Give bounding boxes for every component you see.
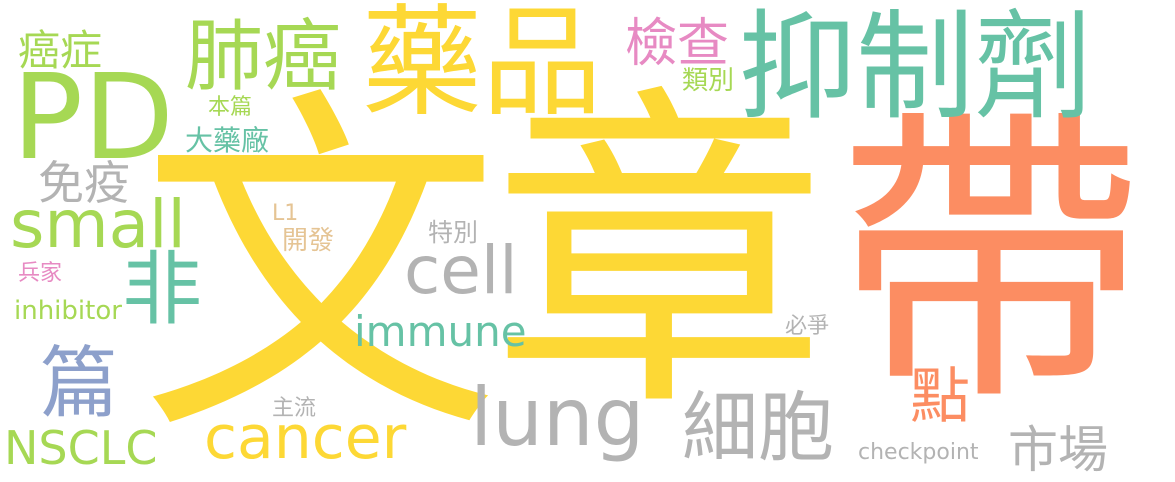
word-checkpoint: checkpoint (858, 440, 979, 465)
word-shichang: 市場 (1008, 421, 1108, 479)
word-dian: 點 (910, 362, 970, 432)
word-dai: 帶 (835, 82, 1145, 443)
word-wen: 文 (140, 60, 500, 479)
word-pian: 篇 (40, 339, 119, 429)
word-jiancha: 檢查 (625, 14, 730, 74)
word-yaopin: 藥品 (362, 0, 602, 133)
word-dayaochang: 大藥廠 (185, 124, 270, 157)
word-cell: cell (404, 232, 518, 309)
word-feiai: 肺癌 (185, 12, 342, 102)
word-l1: L1 (272, 201, 299, 226)
word-bingjia: 兵家 (18, 261, 63, 286)
word-immune: immune (354, 307, 527, 356)
word-tebie: 特別 (428, 218, 479, 247)
word-lung: lung (470, 371, 645, 464)
word-yizhiji: 抑制劑 (738, 0, 1093, 136)
word-kaifa: 開發 (282, 226, 335, 256)
word-bizheng: 必爭 (785, 314, 830, 339)
word-inhibitor: inhibitor (14, 296, 122, 326)
word-small: small (10, 186, 186, 263)
word-mianyi: 免疫 (38, 156, 130, 210)
word-zhuliu: 主流 (272, 396, 317, 421)
word-fei: 非 (122, 243, 202, 336)
word-pd: PD (12, 48, 175, 186)
word-benpian: 本篇 (208, 95, 253, 120)
word-leibie: 類別 (682, 66, 735, 96)
word-xibao: 細胞 (682, 383, 834, 472)
word-cancer: cancer (204, 403, 407, 473)
word-aizheng: 癌症 (18, 26, 103, 75)
word-zhang: 章 (492, 62, 827, 452)
word-nsclc: NSCLC (4, 421, 158, 475)
